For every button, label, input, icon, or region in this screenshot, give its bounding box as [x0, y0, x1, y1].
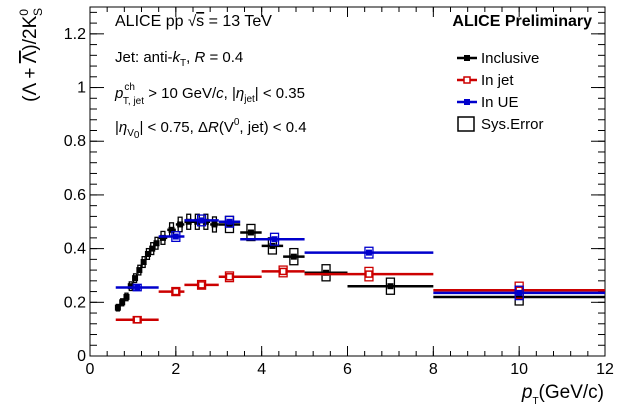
- x-tick-label: 10: [510, 361, 528, 378]
- y-tick-label: 0: [77, 348, 86, 365]
- data-point-inclusive: [290, 253, 297, 260]
- series-in-ue: [115, 214, 605, 301]
- data-point-inclusive: [211, 221, 218, 228]
- legend: Inclusive In jet In UE Sys.Error: [457, 50, 544, 133]
- legend-label-sys-error: Sys.Error: [481, 116, 544, 133]
- data-marks: [114, 213, 605, 324]
- y-axis-title: (Λ + Λ)/2K0S: [17, 8, 45, 102]
- data-point-in-ue: [198, 217, 205, 224]
- axes: 0 2 4 6 8 10 12 0 0.2 0.4 0.6 0.8 1 1.2: [64, 7, 614, 378]
- data-point-inclusive: [132, 275, 139, 282]
- series-in-jet: [115, 265, 605, 324]
- legend-entry-in-jet: In jet: [457, 72, 514, 89]
- svg-text:(Λ + Λ)/2K0S: (Λ + Λ)/2K0S: [17, 8, 45, 102]
- data-point-inclusive: [119, 299, 126, 306]
- y-tick-label: 0.8: [64, 133, 86, 150]
- data-point-in-jet: [225, 273, 234, 281]
- legend-entry-inclusive: Inclusive: [457, 50, 539, 67]
- legend-label-in-jet: In jet: [481, 72, 514, 89]
- data-point-in-ue: [134, 284, 141, 291]
- annotation-system: ALICE pp √s = 13 TeV: [115, 13, 272, 30]
- annotation-jet-def: Jet: anti-kT, R = 0.4: [115, 49, 243, 69]
- data-point-in-jet: [197, 281, 206, 289]
- legend-label-in-ue: In UE: [481, 94, 519, 111]
- data-point-inclusive: [136, 267, 143, 274]
- data-point-inclusive: [247, 229, 254, 236]
- legend-entry-sys-error: Sys.Error: [457, 116, 544, 133]
- data-point-in-ue: [172, 233, 179, 240]
- data-point-in-jet: [365, 270, 373, 278]
- data-point-inclusive: [159, 234, 166, 241]
- data-point-inclusive: [140, 259, 147, 266]
- data-point-inclusive: [149, 245, 156, 252]
- data-point-inclusive: [168, 226, 175, 233]
- x-tick-label: 0: [86, 361, 95, 378]
- annotation-v0-cut: |ηV0| < 0.75, ΔR(V0, jet) < 0.4: [115, 117, 307, 141]
- y-tick-label: 0.2: [64, 294, 86, 311]
- annotation-preliminary: ALICE Preliminary: [452, 13, 592, 30]
- data-point-inclusive: [387, 283, 394, 290]
- x-axis-title: pT(GeV/c): [521, 382, 604, 407]
- data-point-inclusive: [177, 221, 184, 228]
- data-point-in-ue: [365, 249, 372, 256]
- data-point-in-ue: [271, 236, 278, 243]
- data-point-inclusive: [144, 250, 151, 257]
- data-point-inclusive: [185, 218, 192, 225]
- x-tick-label: 2: [171, 361, 180, 378]
- data-point-in-jet: [133, 316, 141, 324]
- y-tick-label: 0.6: [64, 187, 86, 204]
- data-point-inclusive: [123, 293, 130, 300]
- data-point-in-ue: [516, 289, 523, 296]
- data-point-inclusive: [516, 293, 523, 300]
- data-point-inclusive: [323, 269, 330, 276]
- data-point-in-jet: [172, 287, 180, 296]
- annotation-pt-cut: pch T, jet > 10 GeV/c, |ηjet| < 0.35: [114, 82, 305, 107]
- data-point-in-ue: [226, 218, 233, 225]
- data-point-in-jet: [279, 267, 287, 276]
- y-tick-label: 1: [77, 80, 86, 97]
- x-tick-label: 12: [596, 361, 614, 378]
- data-point-inclusive: [269, 242, 276, 249]
- legend-label-inclusive: Inclusive: [481, 50, 539, 67]
- y-tick-label: 1.2: [64, 26, 86, 43]
- data-point-inclusive: [153, 240, 160, 247]
- y-tick-label: 0.4: [64, 241, 86, 258]
- legend-entry-in-ue: In UE: [457, 94, 519, 111]
- data-point-inclusive: [114, 304, 121, 311]
- x-tick-label: 6: [343, 361, 352, 378]
- x-tick-label: 8: [429, 361, 438, 378]
- x-tick-label: 4: [257, 361, 266, 378]
- series-inclusive: [114, 213, 605, 312]
- data-point-inclusive: [127, 283, 134, 290]
